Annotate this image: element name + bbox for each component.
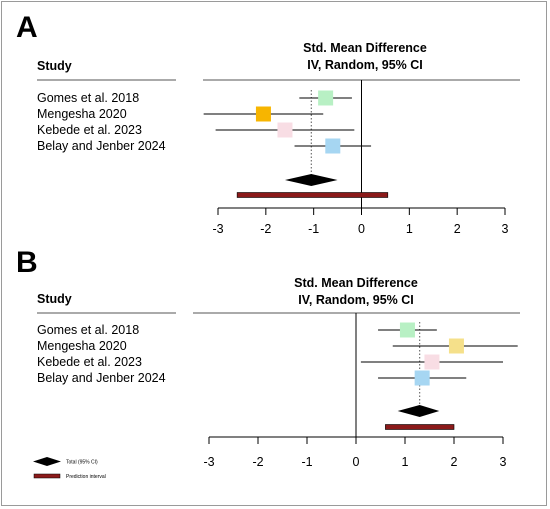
panel-a-tick-label-3: -1 [308, 222, 319, 236]
panel-b-study-header: Study [37, 292, 72, 306]
panel-a-tick-label-5: 1 [406, 222, 413, 236]
panel-b-effect-square-2 [448, 338, 464, 354]
panel-a-tick-label-1: -3 [212, 222, 223, 236]
panel-a-study-4: Belay and Jenber 2024 [37, 139, 166, 153]
legend-total-label: Total (95% CI) [66, 460, 98, 466]
panel-b-study-4: Belay and Jenber 2024 [37, 371, 166, 385]
panel-b-prediction-interval-bar [385, 424, 455, 430]
panel-a-tick-label-4: 0 [358, 222, 365, 236]
legend: Total (95% CI) Prediction interval [33, 457, 106, 480]
panel-label-a: A [16, 11, 38, 44]
panel-a-header-line1: Std. Mean Difference [303, 41, 427, 55]
panel-b-tick-label-3: -1 [301, 455, 312, 469]
panel-b-tick-label-1: -3 [203, 455, 214, 469]
panel-b-tick-label-7: 3 [500, 455, 507, 469]
panel-b-study-1: Gomes et al. 2018 [37, 323, 139, 337]
panel-a-effect-square-2 [255, 106, 271, 122]
panel-b-overall-diamond [397, 405, 440, 417]
panel-a-study-3: Kebede et al. 2023 [37, 123, 142, 137]
panel-a-effect-square-1 [318, 90, 334, 106]
legend-prediction-label: Prediction interval [66, 474, 106, 480]
panel-b-header-line2: IV, Random, 95% CI [298, 293, 414, 307]
panel-a-tick-label-2: -2 [260, 222, 271, 236]
panel-b-effect-square-4 [414, 370, 430, 386]
plot-layer: -3 -2 -1 0 1 2 3 -3 -2 -1 0 1 2 3 [37, 79, 520, 469]
panel-b-study-3: Kebede et al. 2023 [37, 355, 142, 369]
panel-a-prediction-interval-bar [236, 192, 389, 198]
panel-a-overall-diamond [284, 174, 338, 186]
legend-total-diamond [33, 457, 61, 466]
panel-b-header-line1: Std. Mean Difference [294, 276, 418, 290]
panel-a-study-2: Mengesha 2020 [37, 107, 127, 121]
panel-b-tick-label-5: 1 [402, 455, 409, 469]
panel-b-effect-square-1 [399, 322, 415, 338]
panel-b-study-2: Mengesha 2020 [37, 339, 127, 353]
panel-a-study-header: Study [37, 59, 72, 73]
panel-a-tick-label-7: 3 [502, 222, 509, 236]
panel-a-study-1: Gomes et al. 2018 [37, 91, 139, 105]
panel-a-effect-square-4 [325, 138, 341, 154]
panel-b-effect-square-3 [424, 354, 440, 370]
panel-a-effect-square-3 [277, 122, 293, 138]
panel-a-tick-label-6: 2 [454, 222, 461, 236]
legend-prediction-swatch [33, 473, 61, 479]
panel-a-header-line2: IV, Random, 95% CI [307, 58, 423, 72]
panel-b-tick-label-4: 0 [353, 455, 360, 469]
panel-label-b: B [16, 246, 38, 279]
panel-b-tick-label-2: -2 [252, 455, 263, 469]
panel-b-tick-label-6: 2 [451, 455, 458, 469]
